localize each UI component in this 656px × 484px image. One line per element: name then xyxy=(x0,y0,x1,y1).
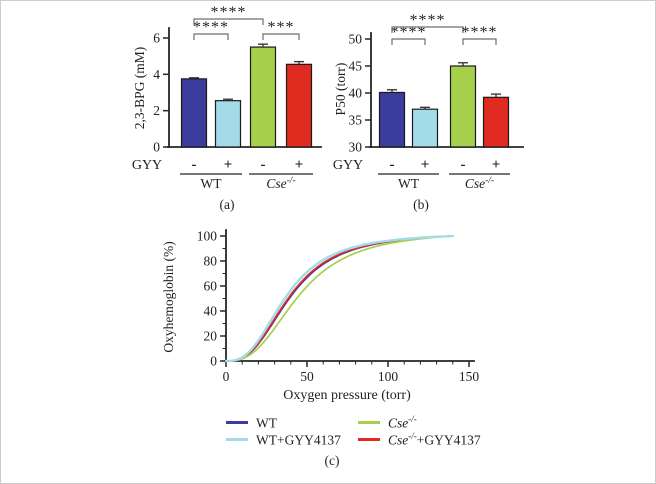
y-tick-label: 6 xyxy=(153,30,160,45)
legend-label: Cse-/- xyxy=(388,413,417,431)
gyy-sign: + xyxy=(295,157,304,173)
y-tick-label: 0 xyxy=(210,354,217,369)
legend-item-wt-gyy4137: WT+GYY4137 xyxy=(226,431,341,448)
significance-bracket xyxy=(391,26,464,33)
cse-ko-gyy4137-line-swatch xyxy=(358,438,380,441)
caption-b: (b) xyxy=(413,197,429,212)
gyy-sign: + xyxy=(421,157,430,173)
wt-line-swatch xyxy=(226,421,248,424)
y-axis-label: 2,3-BPG (mM) xyxy=(132,47,147,130)
legend-item-cse-ko: Cse-/- xyxy=(358,414,417,431)
significance-stars: **** xyxy=(211,4,247,21)
x-tick-label: 0 xyxy=(223,369,230,384)
bar-green xyxy=(449,65,477,148)
x-tick-label: 50 xyxy=(300,369,314,384)
significance-stars: **** xyxy=(410,12,446,29)
x-axis-label: Oxygen pressure (torr) xyxy=(283,388,411,403)
bar-navy xyxy=(378,91,406,148)
gyy-sign: - xyxy=(390,157,395,173)
gyy-sign: - xyxy=(461,157,466,173)
bar-red xyxy=(285,63,313,148)
y-tick-label: 0 xyxy=(153,140,160,155)
y-axis-label: P50 (torr) xyxy=(333,63,348,116)
y-tick-label: 50 xyxy=(349,32,363,47)
x-tick-label: 150 xyxy=(459,369,480,384)
oxygen-dissociation-curve-chart: 0 20 40 60 80 100 0 50 100 150 Oxygen pressure (to… xyxy=(161,229,480,404)
legend-label: WT xyxy=(256,415,277,431)
bar-green xyxy=(249,46,277,148)
bar-red xyxy=(482,96,510,148)
gyy-sign: - xyxy=(192,157,197,173)
y-tick-label: 20 xyxy=(204,329,218,344)
bar-navy xyxy=(180,78,208,148)
legend-label: Cse-/-+GYY4137 xyxy=(388,430,481,448)
group-label: WT xyxy=(398,176,420,191)
y-tick-label: 40 xyxy=(349,86,363,101)
significance-stars: **** xyxy=(193,19,229,36)
gyy-sign: - xyxy=(261,157,266,173)
y-tick-label: 4 xyxy=(153,67,160,82)
gyy-row-label: GYY xyxy=(132,158,162,173)
significance-bracket xyxy=(193,33,229,40)
significance-stars: **** xyxy=(391,24,427,41)
y-axis-label: Oxyhemoglobin (%) xyxy=(161,241,176,352)
gyy-sign: + xyxy=(224,157,233,173)
gyy-row-label: GYY xyxy=(333,158,363,173)
y-tick-label: 2 xyxy=(153,103,160,118)
significance-bracket xyxy=(391,38,426,45)
caption-c: (c) xyxy=(324,453,340,468)
y-tick-label: 60 xyxy=(204,279,218,294)
y-tick-label: 45 xyxy=(349,59,363,74)
caption-a: (a) xyxy=(219,197,235,212)
group-label: WT xyxy=(201,176,223,191)
group-label: Cse-/- xyxy=(465,176,494,191)
significance-bracket xyxy=(193,18,264,25)
legend-item-cse-ko-gyy4137: Cse-/-+GYY4137 xyxy=(358,431,481,448)
gyy-sign: + xyxy=(492,157,501,173)
bar-cyan xyxy=(214,100,242,148)
curve-green xyxy=(225,235,454,362)
cse-ko-line-swatch xyxy=(358,421,380,424)
wt-gyy4137-line-swatch xyxy=(226,438,248,441)
bar-cyan xyxy=(411,108,439,148)
legend-item-wt: WT xyxy=(226,414,277,431)
x-tick-label: 100 xyxy=(378,369,399,384)
significance-bracket xyxy=(262,33,300,40)
y-tick-label: 100 xyxy=(197,229,218,244)
y-tick-label: 40 xyxy=(204,304,218,319)
significance-stars: **** xyxy=(462,24,498,41)
legend-label: WT+GYY4137 xyxy=(256,432,341,448)
curve-cyan xyxy=(224,234,454,363)
y-tick-label: 35 xyxy=(349,113,363,128)
group-label: Cse-/- xyxy=(266,176,295,191)
y-tick-label: 80 xyxy=(204,254,218,269)
significance-stars: *** xyxy=(268,19,295,36)
significance-bracket xyxy=(462,38,497,45)
y-tick-label: 30 xyxy=(349,140,363,155)
